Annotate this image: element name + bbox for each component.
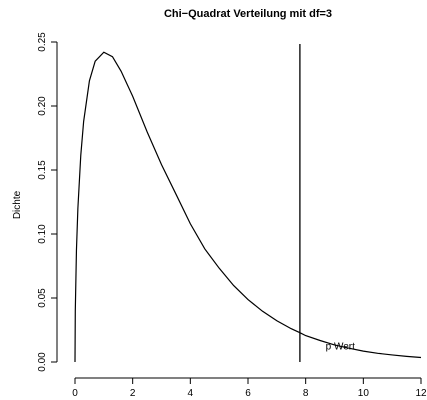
x-tick-label: 2: [130, 388, 136, 399]
x-tick-label: 12: [415, 388, 427, 399]
y-tick-label: 0.05: [37, 288, 48, 308]
y-tick-label: 0.10: [37, 224, 48, 244]
density-curve: [74, 51, 422, 363]
plot-area: [74, 44, 422, 363]
y-tick-label: 0.25: [37, 32, 48, 52]
x-tick-label: 10: [358, 388, 370, 399]
y-axis-label: Dichte: [12, 190, 23, 219]
x-axis: 0 2 4 6 8 10 12: [72, 377, 427, 399]
x-tick-label: 6: [245, 388, 251, 399]
x-tick-label: 8: [303, 388, 309, 399]
y-tick-label: 0.15: [37, 160, 48, 180]
p-value-annotation: p Wert: [326, 342, 355, 353]
x-tick-label: 4: [188, 388, 194, 399]
x-tick-label: 0: [72, 388, 78, 399]
chart-title: Chi−Quadrat Verteilung mit df=3: [164, 8, 332, 20]
y-tick-label: 0.20: [37, 96, 48, 116]
y-axis: 0.00 0.05 0.10 0.15 0.20 0.25: [37, 32, 58, 372]
y-tick-label: 0.00: [37, 352, 48, 372]
